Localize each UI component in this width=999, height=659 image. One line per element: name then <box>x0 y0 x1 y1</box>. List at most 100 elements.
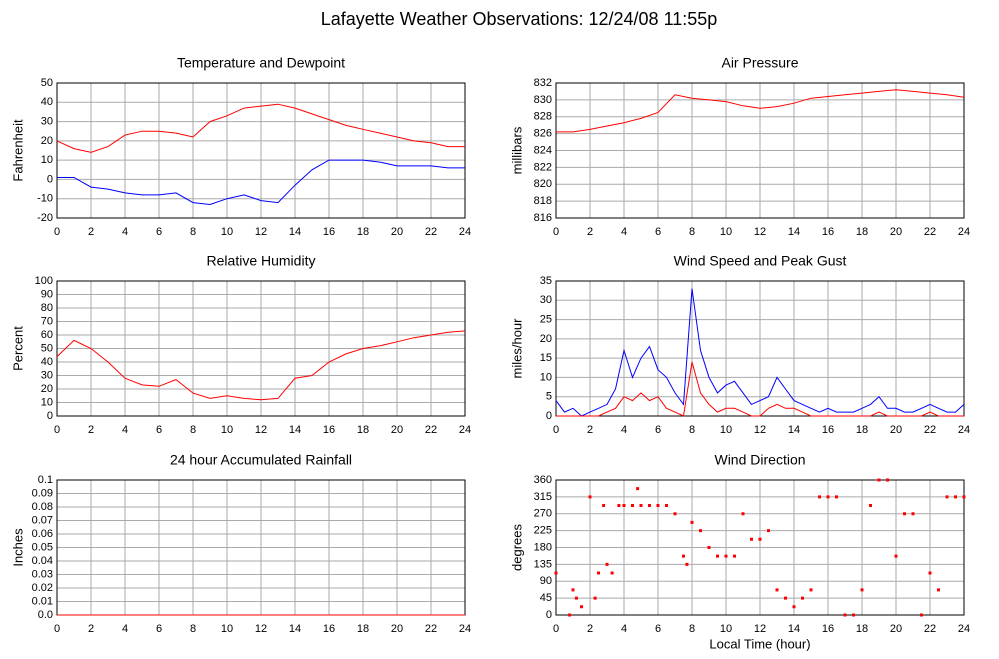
x-tick-label: 18 <box>856 424 868 436</box>
x-tick-label: 4 <box>621 226 627 238</box>
point <box>937 588 940 592</box>
y-tick-label: 0 <box>47 410 53 422</box>
x-tick-label: 4 <box>122 424 128 436</box>
x-tick-label: 6 <box>156 623 162 635</box>
x-tick-label: 24 <box>958 424 970 436</box>
y-axis-label: miles/hour <box>509 318 524 379</box>
x-tick-label: 18 <box>357 623 369 635</box>
y-tick-label: 0.05 <box>32 541 53 553</box>
y-tick-label: 80 <box>41 302 53 314</box>
y-tick-label: 818 <box>534 195 552 207</box>
plot-frame <box>56 280 466 417</box>
x-tick-label: 18 <box>357 226 369 238</box>
point <box>673 512 677 516</box>
point <box>639 504 643 507</box>
y-tick-label: 30 <box>41 115 53 127</box>
chart-title: Temperature and Dewpoint <box>177 55 345 71</box>
x-tick-label: 24 <box>459 226 471 238</box>
y-tick-label: 90 <box>540 575 552 587</box>
chart-title: 24 hour Accumulated Rainfall <box>170 452 352 468</box>
point <box>750 537 753 541</box>
point <box>605 562 609 566</box>
point <box>636 487 640 491</box>
x-tick-label: 18 <box>856 623 868 635</box>
point <box>588 495 592 499</box>
point <box>631 504 634 507</box>
point <box>852 613 855 617</box>
y-tick-label: 10 <box>41 396 53 408</box>
x-tick-label: 0 <box>54 424 60 436</box>
x-tick-label: 16 <box>822 424 834 436</box>
x-tick-label: 20 <box>890 623 902 635</box>
x-tick-label: 14 <box>788 623 800 635</box>
chart-title: Wind Speed and Peak Gust <box>674 253 847 269</box>
y-tick-label: 25 <box>540 313 552 325</box>
series-line <box>56 330 466 401</box>
y-tick-label: 135 <box>534 558 552 570</box>
x-tick-label: 14 <box>788 424 800 436</box>
x-tick-label: 14 <box>289 424 301 436</box>
point <box>818 495 821 499</box>
x-tick-label: 4 <box>621 623 627 635</box>
point <box>869 504 872 507</box>
point <box>894 554 898 558</box>
x-tick-label: 8 <box>689 623 695 635</box>
x-tick-label: 20 <box>391 226 403 238</box>
x-axis-label: Local Time (hour) <box>709 636 810 651</box>
x-tick-label: 16 <box>323 623 335 635</box>
y-tick-label: 0.06 <box>32 528 53 540</box>
y-axis-label: Fahrenheit <box>10 119 25 182</box>
point <box>622 504 626 507</box>
y-tick-label: 0.07 <box>32 514 53 526</box>
series-line <box>56 103 465 153</box>
x-tick-label: 12 <box>754 424 766 436</box>
x-tick-label: 6 <box>655 623 661 635</box>
y-tick-label: 100 <box>35 275 53 287</box>
y-tick-label: 824 <box>534 144 552 156</box>
point <box>775 588 779 592</box>
y-tick-label: 0.02 <box>32 582 53 594</box>
y-tick-label: 0.09 <box>32 487 53 499</box>
point <box>792 605 796 609</box>
x-tick-label: 20 <box>391 424 403 436</box>
plot-frame <box>56 82 466 219</box>
point <box>741 512 745 516</box>
point <box>593 596 597 600</box>
point <box>835 495 838 499</box>
x-tick-label: 16 <box>323 226 335 238</box>
point <box>801 596 804 600</box>
x-tick-label: 24 <box>958 623 970 635</box>
x-tick-label: 14 <box>289 226 301 238</box>
x-tick-label: 10 <box>720 623 732 635</box>
point <box>665 504 668 507</box>
x-tick-label: 0 <box>553 424 559 436</box>
y-tick-label: 60 <box>41 329 53 341</box>
x-tick-label: 22 <box>425 623 437 635</box>
point <box>826 495 830 499</box>
point <box>928 571 932 575</box>
y-tick-label: 15 <box>540 352 552 364</box>
x-tick-label: 4 <box>122 623 128 635</box>
series-line <box>555 288 965 417</box>
x-tick-label: 14 <box>289 623 301 635</box>
y-tick-label: 20 <box>41 135 53 147</box>
y-tick-label: 225 <box>534 525 552 537</box>
point <box>843 613 847 617</box>
x-tick-label: 0 <box>553 623 559 635</box>
y-tick-label: 820 <box>534 178 552 190</box>
point <box>685 562 689 566</box>
y-tick-label: 0 <box>47 173 53 185</box>
y-axis-label: millibars <box>509 126 524 174</box>
x-tick-label: 12 <box>255 623 267 635</box>
point <box>809 588 813 592</box>
point <box>682 554 685 558</box>
point <box>945 495 949 499</box>
y-tick-label: -10 <box>37 193 53 205</box>
x-tick-label: 0 <box>54 226 60 238</box>
point <box>617 504 621 507</box>
y-tick-label: 0.04 <box>32 555 53 567</box>
x-tick-label: 20 <box>890 424 902 436</box>
x-tick-label: 8 <box>190 623 196 635</box>
series-line <box>57 159 465 206</box>
